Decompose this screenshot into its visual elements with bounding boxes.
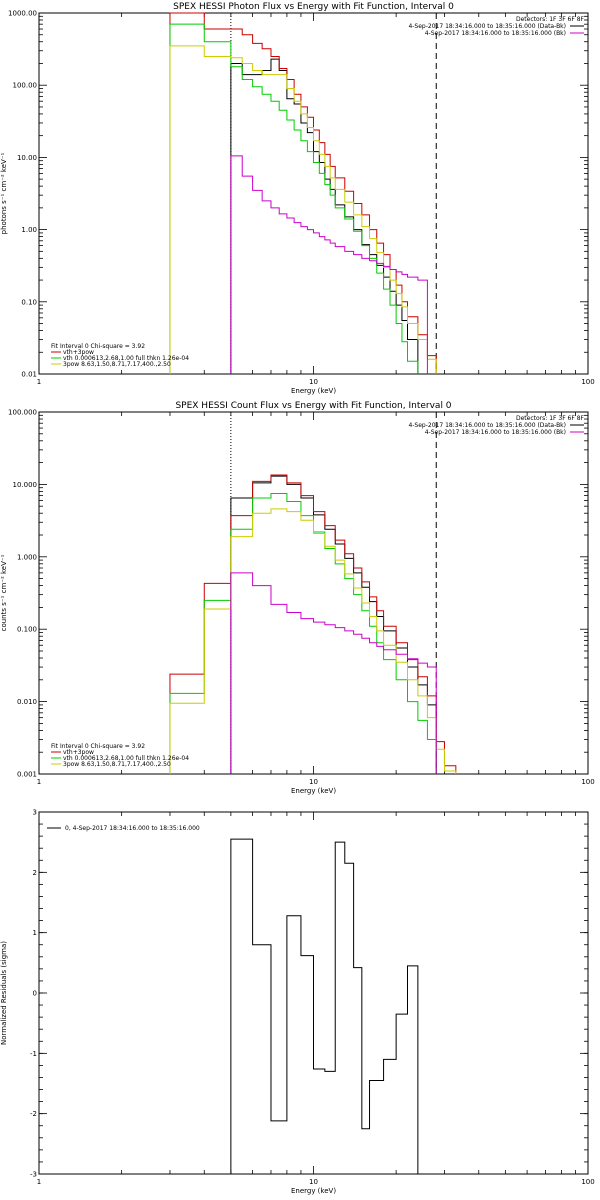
- series-histogram-2: [169, 474, 457, 774]
- y-tick-label: 0.10: [21, 298, 37, 306]
- y-axis-label: counts s⁻¹ cm⁻² keV⁻¹: [0, 554, 8, 631]
- series-histogram-5: [230, 572, 437, 774]
- x-tick-label: 10: [309, 1178, 318, 1186]
- series-histogram-1: [230, 838, 419, 1174]
- x-tick-label: 100: [581, 378, 594, 386]
- chart-title: SPEX HESSI Photon Flux vs Energy with Fi…: [173, 2, 454, 12]
- legend-entry-label: 4-Sep-2017 18:34:16.000 to 18:35:16.000 …: [425, 30, 566, 37]
- fit-info-label: Fit Interval 0 Chi-square = 3.92: [51, 743, 145, 750]
- x-axis-label: Energy (keV): [291, 387, 336, 395]
- legend-entry-label: vth+3pow: [63, 749, 94, 756]
- x-tick-label: 1: [37, 1178, 41, 1186]
- y-tick-label: 10.00: [17, 154, 37, 162]
- series-histogram-3: [169, 23, 419, 374]
- y-axis-label: Normalized Residuals (sigma): [0, 941, 8, 1045]
- legend-entry-label: 4-Sep-2017 18:34:16.000 to 18:35:16.000 …: [408, 23, 566, 30]
- legend-entry-label: 4-Sep-2017 18:34:16.000 to 18:35:16.000 …: [408, 422, 566, 429]
- y-tick-label: 0.100: [17, 626, 37, 634]
- detectors-info: Detectors: 1F 3F 6F 8F: [516, 415, 585, 422]
- y-tick-label: 1000.00: [8, 10, 37, 18]
- legend-entry-label: 3pow 8.63,1.50,8.71,7.17,400.,2.50: [63, 761, 171, 768]
- chart-title: SPEX HESSI Count Flux vs Energy with Fit…: [175, 401, 451, 411]
- y-tick-label: 0: [33, 990, 37, 998]
- y-tick-label: 0.001: [17, 771, 37, 779]
- x-tick-label: 10: [309, 778, 318, 786]
- y-tick-label: -2: [30, 1110, 37, 1118]
- detectors-info: Detectors: 1F 3F 6F 8F: [516, 16, 585, 23]
- y-tick-label: 2: [33, 869, 37, 877]
- series-histogram-2: [169, 12, 437, 374]
- series-histogram-5: [230, 155, 428, 374]
- y-tick-label: 1.00: [21, 226, 37, 234]
- x-tick-label: 1: [37, 378, 41, 386]
- y-tick-label: -3: [30, 1171, 37, 1179]
- legend-entry-label: 3pow 8.63,1.50,8.71,7.17,400.,2.50: [63, 361, 171, 368]
- legend-entry-label: vth+3pow: [63, 349, 94, 356]
- legend-entry-label: vth 0.000613,2.68,1.00 full thkn 1.26e-0…: [63, 355, 189, 362]
- y-tick-label: 0.010: [17, 698, 37, 706]
- series-histogram-1: [230, 58, 419, 374]
- legend-entry-label: 4-Sep-2017 18:34:16.000 to 18:35:16.000 …: [425, 429, 566, 436]
- x-tick-label: 100: [581, 1178, 594, 1186]
- y-tick-label: -1: [30, 1050, 37, 1058]
- x-axis-label: Energy (keV): [291, 787, 336, 795]
- y-tick-label: 100.00: [13, 82, 38, 90]
- series-histogram-4: [169, 508, 457, 774]
- y-tick-label: 1.000: [17, 553, 37, 561]
- y-axis-label: photons s⁻¹ cm⁻² keV⁻¹: [0, 152, 8, 234]
- y-tick-label: 3: [33, 809, 37, 817]
- y-tick-label: 0.01: [21, 371, 37, 379]
- plot-frame: [38, 411, 589, 775]
- y-tick-label: 1: [33, 929, 37, 937]
- legend-entry-label: vth 0.000613,2.68,1.00 full thkn 1.26e-0…: [63, 755, 189, 762]
- x-axis-label: Energy (keV): [291, 1187, 336, 1195]
- x-tick-label: 1: [37, 778, 41, 786]
- chart-panel-1: SPEX HESSI Photon Flux vs Energy with Fi…: [0, 2, 595, 395]
- fit-info-label: Fit Interval 0 Chi-square = 3.92: [51, 343, 145, 350]
- chart-panel-3: 1 10 100 Energy (keV) -3 -2 -1 0 1 2 3 Normalized R…: [0, 809, 595, 1196]
- x-tick-label: 10: [309, 378, 318, 386]
- series-histogram-4: [169, 45, 437, 374]
- chart-panel-2: SPEX HESSI Count Flux vs Energy with Fit…: [0, 401, 595, 795]
- plot-frame: [38, 12, 589, 375]
- x-tick-label: 100: [581, 778, 594, 786]
- y-tick-label: 100.000: [8, 409, 37, 417]
- y-tick-label: 10.000: [13, 481, 38, 489]
- legend-entry-label: 0, 4-Sep-2017 18:34:16.000 to 18:35:16.0…: [65, 825, 200, 832]
